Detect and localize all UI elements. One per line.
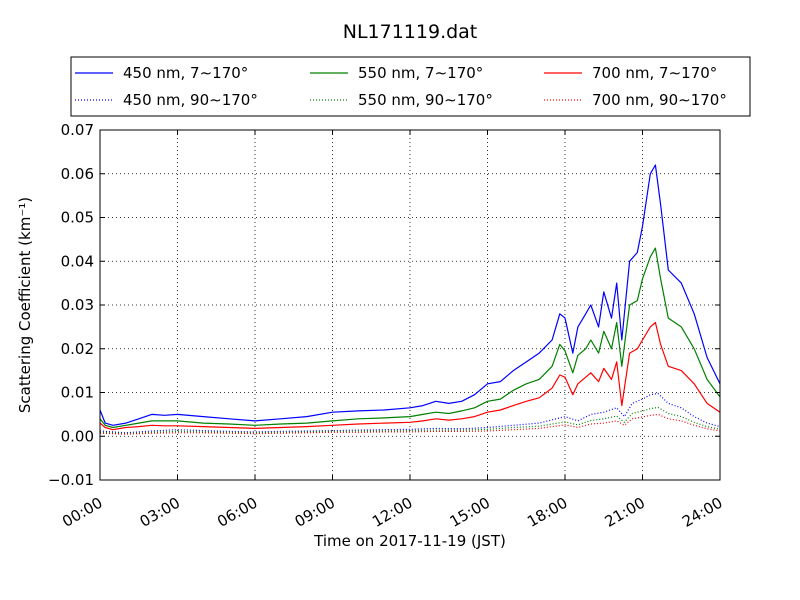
y-tick-label: 0.00: [61, 427, 94, 445]
y-tick-label: 0.04: [61, 252, 94, 270]
legend-label: 550 nm, 7∼170°: [358, 64, 483, 82]
legend-label: 700 nm, 90∼170°: [592, 91, 727, 109]
y-tick-label: 0.06: [61, 165, 94, 183]
series-line: [99, 406, 721, 435]
chart-title: NL171119.dat: [343, 21, 478, 43]
legend: 450 nm, 7∼170° 550 nm, 7∼170° 700 nm, 7∼17…: [70, 56, 751, 117]
plot-series: [99, 164, 721, 435]
y-tick-label: 0.07: [61, 121, 94, 139]
y-tick-label: 0.05: [61, 209, 94, 227]
legend-label: 700 nm, 7∼170°: [592, 64, 717, 82]
legend-label: 450 nm, 7∼170°: [123, 64, 248, 82]
series-line: [99, 164, 721, 426]
y-tick-label: −0.01: [48, 471, 94, 489]
series-line: [99, 392, 721, 434]
legend-label: 550 nm, 90∼170°: [358, 91, 493, 109]
y-tick-label: 0.03: [61, 296, 94, 314]
y-axis-label: Scattering Coefficient (km⁻¹): [16, 197, 34, 413]
series-line: [99, 321, 721, 431]
y-tick-label: 0.01: [61, 384, 94, 402]
series-line: [99, 247, 721, 429]
grid-lines: [100, 130, 720, 480]
y-tick-label: 0.02: [61, 340, 94, 358]
x-axis-label: Time on 2017-11-19 (JST): [313, 532, 506, 550]
legend-frame: [70, 56, 751, 117]
legend-label: 450 nm, 90∼170°: [123, 91, 258, 109]
